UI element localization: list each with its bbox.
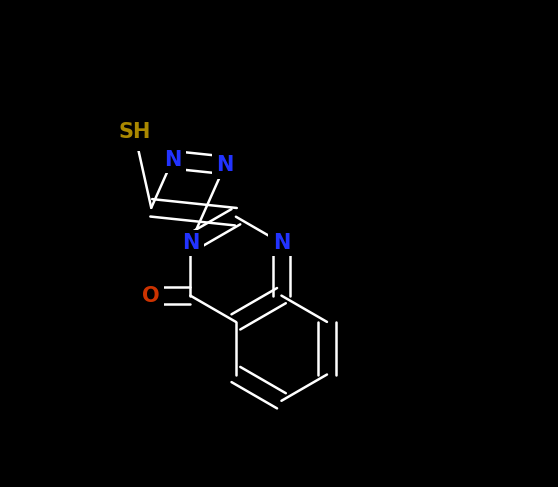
Text: N: N <box>182 233 199 253</box>
Bar <box>159 147 186 173</box>
Bar <box>137 282 164 309</box>
Bar <box>268 229 295 256</box>
Text: O: O <box>142 285 160 306</box>
Text: N: N <box>164 150 181 170</box>
Text: N: N <box>217 155 234 175</box>
Text: SH: SH <box>118 122 151 142</box>
Bar <box>97 113 172 150</box>
Bar <box>177 230 204 257</box>
Bar <box>211 152 238 179</box>
Text: N: N <box>273 233 290 253</box>
